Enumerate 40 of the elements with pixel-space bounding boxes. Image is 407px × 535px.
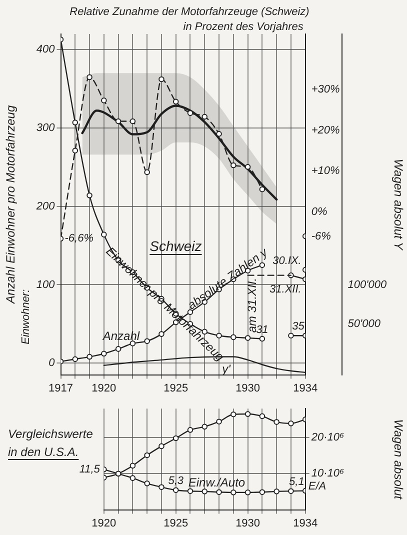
y3-tick-label: 100'000 <box>348 278 388 291</box>
y-tick-label: 200 <box>35 200 56 212</box>
annotation: 30.IX. <box>272 254 302 267</box>
y2-axis-title: Wagen absolut <box>391 419 406 500</box>
x-tick-label: 1920 <box>92 382 116 394</box>
annotation: 31.XII. <box>270 283 302 296</box>
x-tick-label: 1917 <box>48 382 73 394</box>
x-tick-label: 1925 <box>164 517 188 530</box>
data-label: 11,5 <box>79 463 101 476</box>
data-label: 35 <box>292 320 306 333</box>
y2-tick-label: 20·10⁶ <box>310 432 344 444</box>
x-tick-label: 1925 <box>164 382 188 394</box>
x-tick-label: 1920 <box>92 517 116 530</box>
y-tick-label: 0 <box>48 357 56 370</box>
y3-tick-label: 50'000 <box>348 318 382 330</box>
data-label: 5,3 <box>168 475 184 488</box>
y3-axis-title: Wagen absolut Y <box>391 158 406 251</box>
x-tick-label: 1930 <box>236 517 260 530</box>
y2-tick-label: 10·10⁶ <box>311 468 344 480</box>
text: Vergleichswerte in den U.S.A. <box>8 426 94 459</box>
y2-tick-label: 0% <box>311 206 328 218</box>
x-tick-label: 1934 <box>293 517 318 530</box>
y-tick-label: 100 <box>36 278 56 291</box>
chart-title: Relative Zunahme der Motorfahrzeuge (Schweiz) <box>70 6 310 18</box>
series-label: Einw./Auto <box>188 475 246 490</box>
chart-subtitle: in Prozent des Vorjahres <box>183 21 304 34</box>
text: Einwohner: <box>20 289 32 344</box>
data-label: 31 <box>256 324 268 336</box>
y2-tick-label: +30% <box>311 84 340 96</box>
x-tick-label: 1934 <box>293 382 318 394</box>
data-label: -6,6% <box>64 232 94 245</box>
y-tick-label: 300 <box>36 122 56 134</box>
text: E/A <box>308 480 326 493</box>
y2-tick-label: +10% <box>311 165 340 178</box>
y-tick-label: 400 <box>36 44 56 56</box>
y2-tick-label: -6% <box>311 230 332 242</box>
data-label: 5,1 <box>289 476 304 488</box>
x-tick-label: 1930 <box>236 382 260 394</box>
y2-tick-label: +20% <box>311 124 340 136</box>
y-axis-title: Anzahl Einwohner pro Motorfahrzeug <box>4 105 18 304</box>
